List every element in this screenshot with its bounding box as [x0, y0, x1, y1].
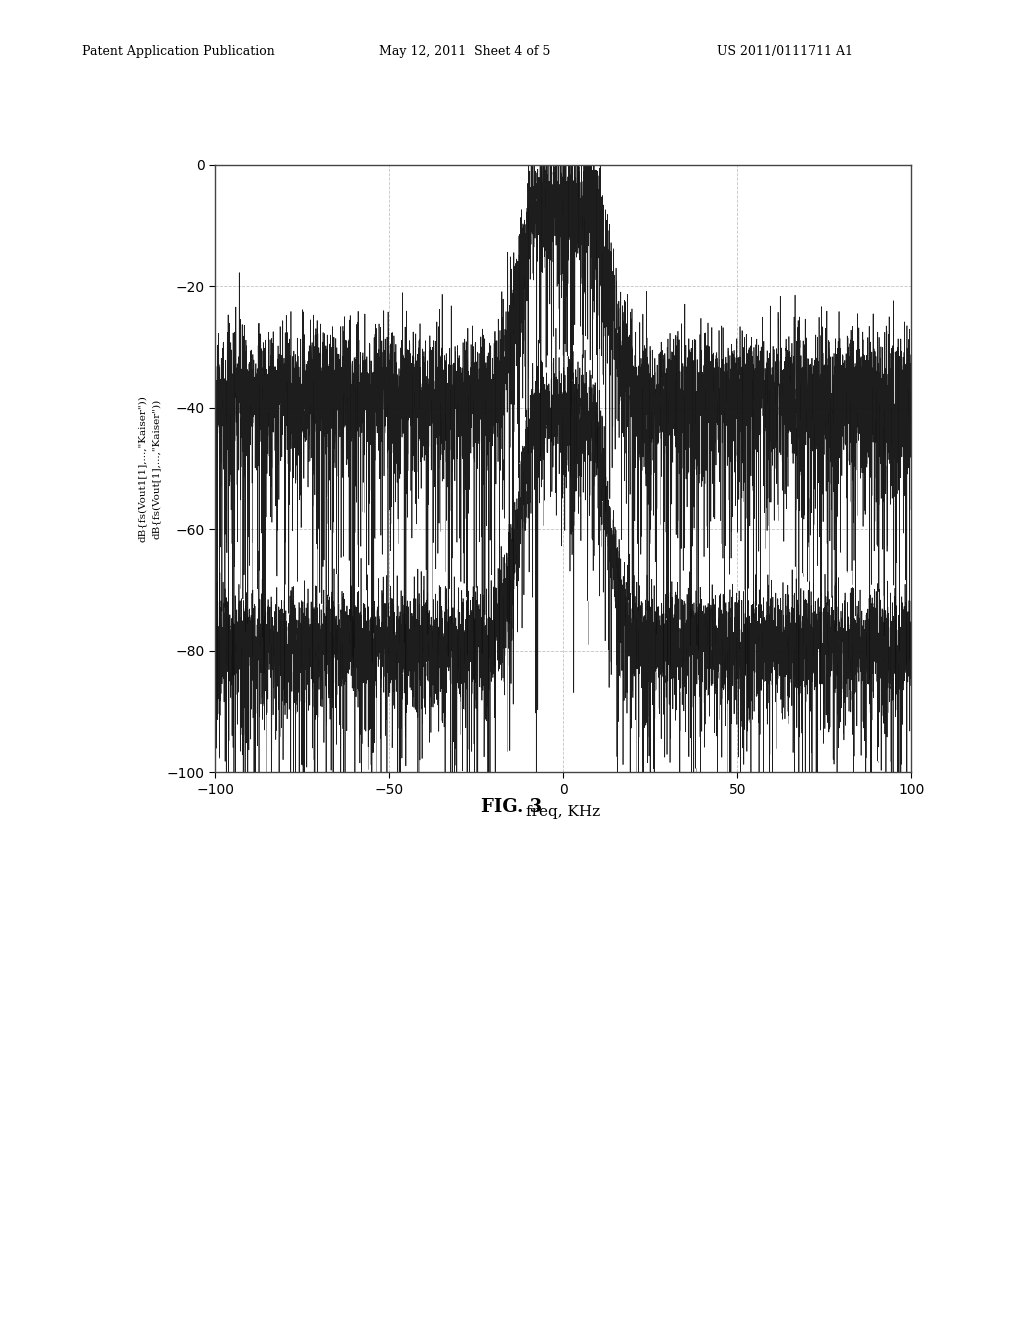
Text: Patent Application Publication: Patent Application Publication: [82, 45, 274, 58]
X-axis label: freq, KHz: freq, KHz: [526, 805, 600, 818]
Y-axis label: dB{fs(Vout1[1],...,"Kaiser"))
dB{fs(Vout[1],...,"Kaiser")): dB{fs(Vout1[1],...,"Kaiser")) dB{fs(Vout…: [137, 395, 161, 543]
Text: FIG. 3: FIG. 3: [481, 797, 543, 816]
Text: May 12, 2011  Sheet 4 of 5: May 12, 2011 Sheet 4 of 5: [379, 45, 550, 58]
Text: US 2011/0111711 A1: US 2011/0111711 A1: [717, 45, 853, 58]
